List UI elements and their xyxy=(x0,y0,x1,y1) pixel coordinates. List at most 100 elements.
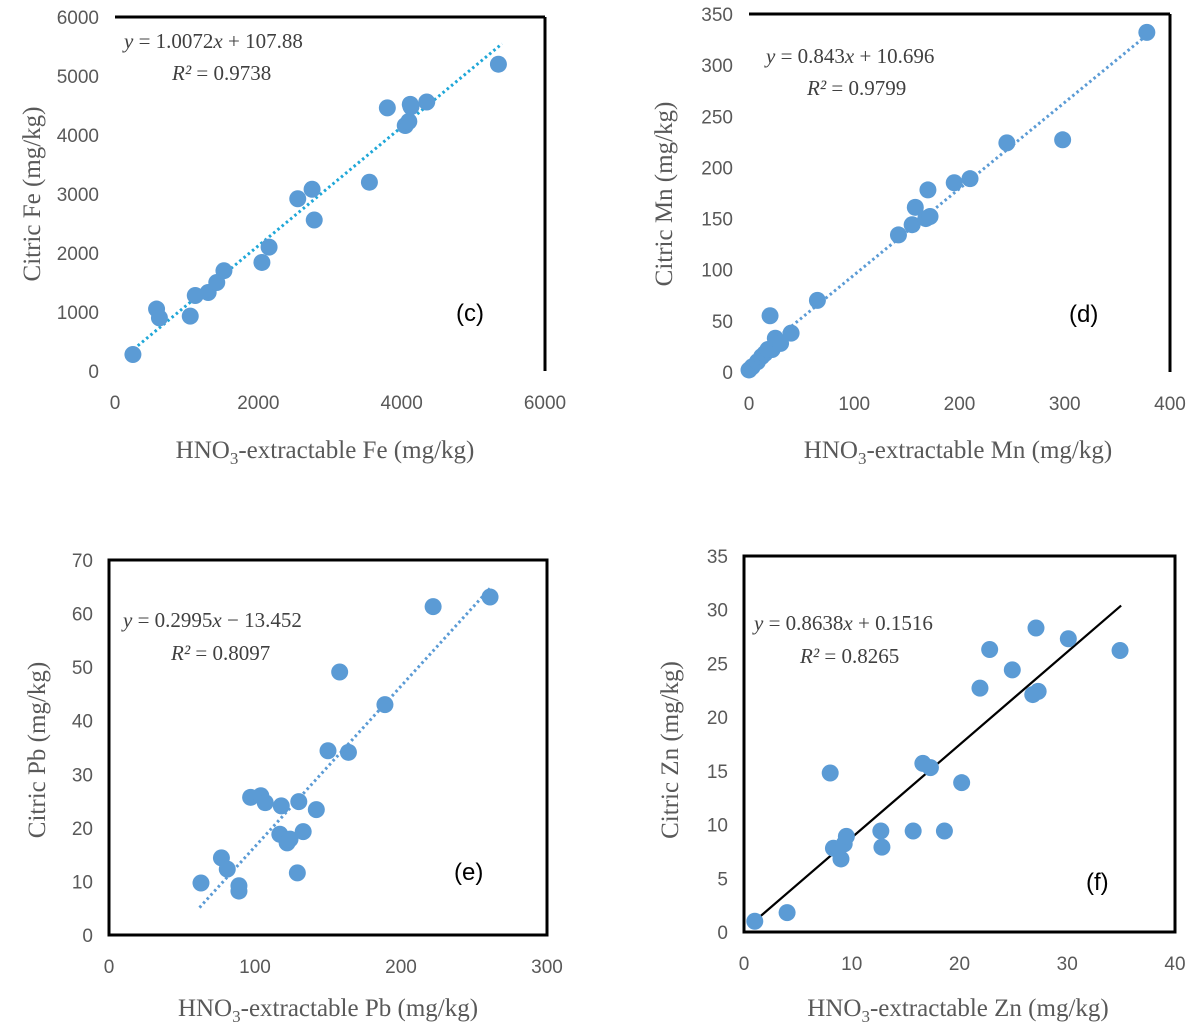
y-tick-label: 15 xyxy=(707,762,728,783)
x-tick-label: 40 xyxy=(1164,954,1185,975)
chart-panel-c: 0 2000 4000 6000 0 1000 2000 3000 4000 5000 6000 H… xyxy=(19,8,566,468)
data-point xyxy=(873,838,891,856)
data-point xyxy=(303,180,321,198)
r-squared-label: R² = 0.9738 xyxy=(171,61,271,85)
x-tick-label: 300 xyxy=(1049,394,1081,415)
plot-frame xyxy=(115,15,547,371)
data-point xyxy=(1059,630,1077,648)
chart-panel-e: 0 100 200 300 0 10 20 30 40 50 60 70 HNO3-extractab… xyxy=(24,551,563,1026)
x-tick-label: 300 xyxy=(531,957,563,978)
y-tick-label: 30 xyxy=(72,765,93,786)
data-point xyxy=(782,324,800,342)
data-point xyxy=(904,822,922,840)
y-tick-label: 30 xyxy=(707,601,728,622)
plot-frame xyxy=(742,554,1177,934)
data-point xyxy=(778,904,796,922)
data-point xyxy=(953,774,971,792)
y-tick-label: 350 xyxy=(701,5,733,26)
y-tick-label: 10 xyxy=(707,816,728,837)
data-point xyxy=(260,238,278,256)
y-tick-label: 0 xyxy=(717,923,728,944)
equation-box: y = 0.8638x + 0.1516 R² = 0.8265 xyxy=(752,611,933,668)
y-tick-label: 40 xyxy=(72,712,93,733)
data-point xyxy=(400,112,418,130)
x-tick-label: 0 xyxy=(744,394,755,415)
y-tick-label: 5 xyxy=(717,869,728,890)
data-point xyxy=(1138,23,1156,41)
data-point xyxy=(319,742,337,760)
plot-border xyxy=(742,554,1177,934)
data-point xyxy=(1003,661,1021,679)
data-point xyxy=(772,334,790,352)
x-tick-label: 100 xyxy=(239,957,271,978)
regression-equation: y = 0.8638x + 0.1516 xyxy=(752,611,933,635)
data-point xyxy=(294,823,312,841)
y-tick-label: 1000 xyxy=(57,303,99,324)
y-tick-label: 150 xyxy=(701,210,733,231)
y-tick-label: 10 xyxy=(72,872,93,893)
y-tick-label: 60 xyxy=(72,605,93,626)
data-point xyxy=(288,864,306,882)
data-point xyxy=(489,55,507,73)
equation-box: y = 0.843x + 10.696 R² = 0.9799 xyxy=(764,44,934,100)
data-point xyxy=(331,663,349,681)
data-point xyxy=(746,912,764,930)
data-point xyxy=(378,99,396,117)
r-squared-label: R² = 0.8097 xyxy=(170,641,270,665)
x-tick-label: 0 xyxy=(110,393,121,414)
y-axis-title: Citric Zn (mg/kg) xyxy=(657,661,684,839)
y-tick-label: 25 xyxy=(707,654,728,675)
x-tick-label: 4000 xyxy=(381,393,423,414)
x-tick-label: 0 xyxy=(739,954,750,975)
panel-label: (e) xyxy=(454,859,483,886)
data-point xyxy=(971,679,989,697)
data-point xyxy=(230,882,248,900)
x-axis-title: HNO3-extractable Mn (mg/kg) xyxy=(804,437,1112,468)
data-point xyxy=(921,759,939,777)
x-tick-label: 100 xyxy=(838,394,870,415)
data-point xyxy=(919,181,937,199)
trendline xyxy=(754,604,1122,922)
y-tick-label: 20 xyxy=(707,708,728,729)
y-axis-title: Citric Fe (mg/kg) xyxy=(19,107,46,282)
x-tick-label: 0 xyxy=(104,957,115,978)
data-point xyxy=(906,198,924,216)
plot-frame xyxy=(749,12,1172,372)
y-axis-title: Citric Mn (mg/kg) xyxy=(651,102,678,287)
x-tick-label: 400 xyxy=(1154,394,1186,415)
y-tick-label: 4000 xyxy=(57,126,99,147)
data-point xyxy=(961,170,979,188)
data-point xyxy=(256,794,274,812)
data-point xyxy=(935,822,953,840)
data-point xyxy=(921,208,939,226)
data-point xyxy=(307,801,325,819)
y-axis-title: Citric Pb (mg/kg) xyxy=(24,662,51,838)
plot-frame xyxy=(107,558,549,937)
y-tick-label: 0 xyxy=(82,926,93,947)
y-tick-label: 200 xyxy=(701,158,733,179)
data-point xyxy=(376,696,394,714)
plot-area: 0 100 200 300 400 0 50 100 150 200 250 300 350 xyxy=(701,5,1186,415)
y-tick-label: 250 xyxy=(701,107,733,128)
data-point xyxy=(402,98,420,116)
plot-area: 0 2000 4000 6000 0 1000 2000 3000 4000 5000 6000 xyxy=(57,8,566,414)
plot-area: 0 100 200 300 0 10 20 30 40 50 60 70 xyxy=(72,551,563,978)
y-tick-label: 6000 xyxy=(57,8,99,29)
data-point xyxy=(1029,682,1047,700)
x-tick-label: 200 xyxy=(944,394,976,415)
chart-panel-d: 0 100 200 300 400 0 50 100 150 200 250 300 350 HNO3-… xyxy=(651,5,1186,468)
data-point xyxy=(192,874,210,892)
data-point xyxy=(290,793,308,811)
x-tick-label: 10 xyxy=(841,954,862,975)
data-point xyxy=(808,291,826,309)
chart-panel-f: 0 10 20 30 40 0 5 10 15 20 25 30 35 HNO3-extractable… xyxy=(657,547,1186,1026)
data-point xyxy=(215,262,233,280)
x-tick-label: 30 xyxy=(1057,954,1078,975)
trendline xyxy=(128,42,503,354)
y-tick-label: 2000 xyxy=(57,244,99,265)
data-point xyxy=(1111,642,1129,660)
data-point xyxy=(998,134,1016,152)
equation-box: y = 0.2995x − 13.452 R² = 0.8097 xyxy=(121,608,302,665)
y-tick-label: 100 xyxy=(701,261,733,282)
